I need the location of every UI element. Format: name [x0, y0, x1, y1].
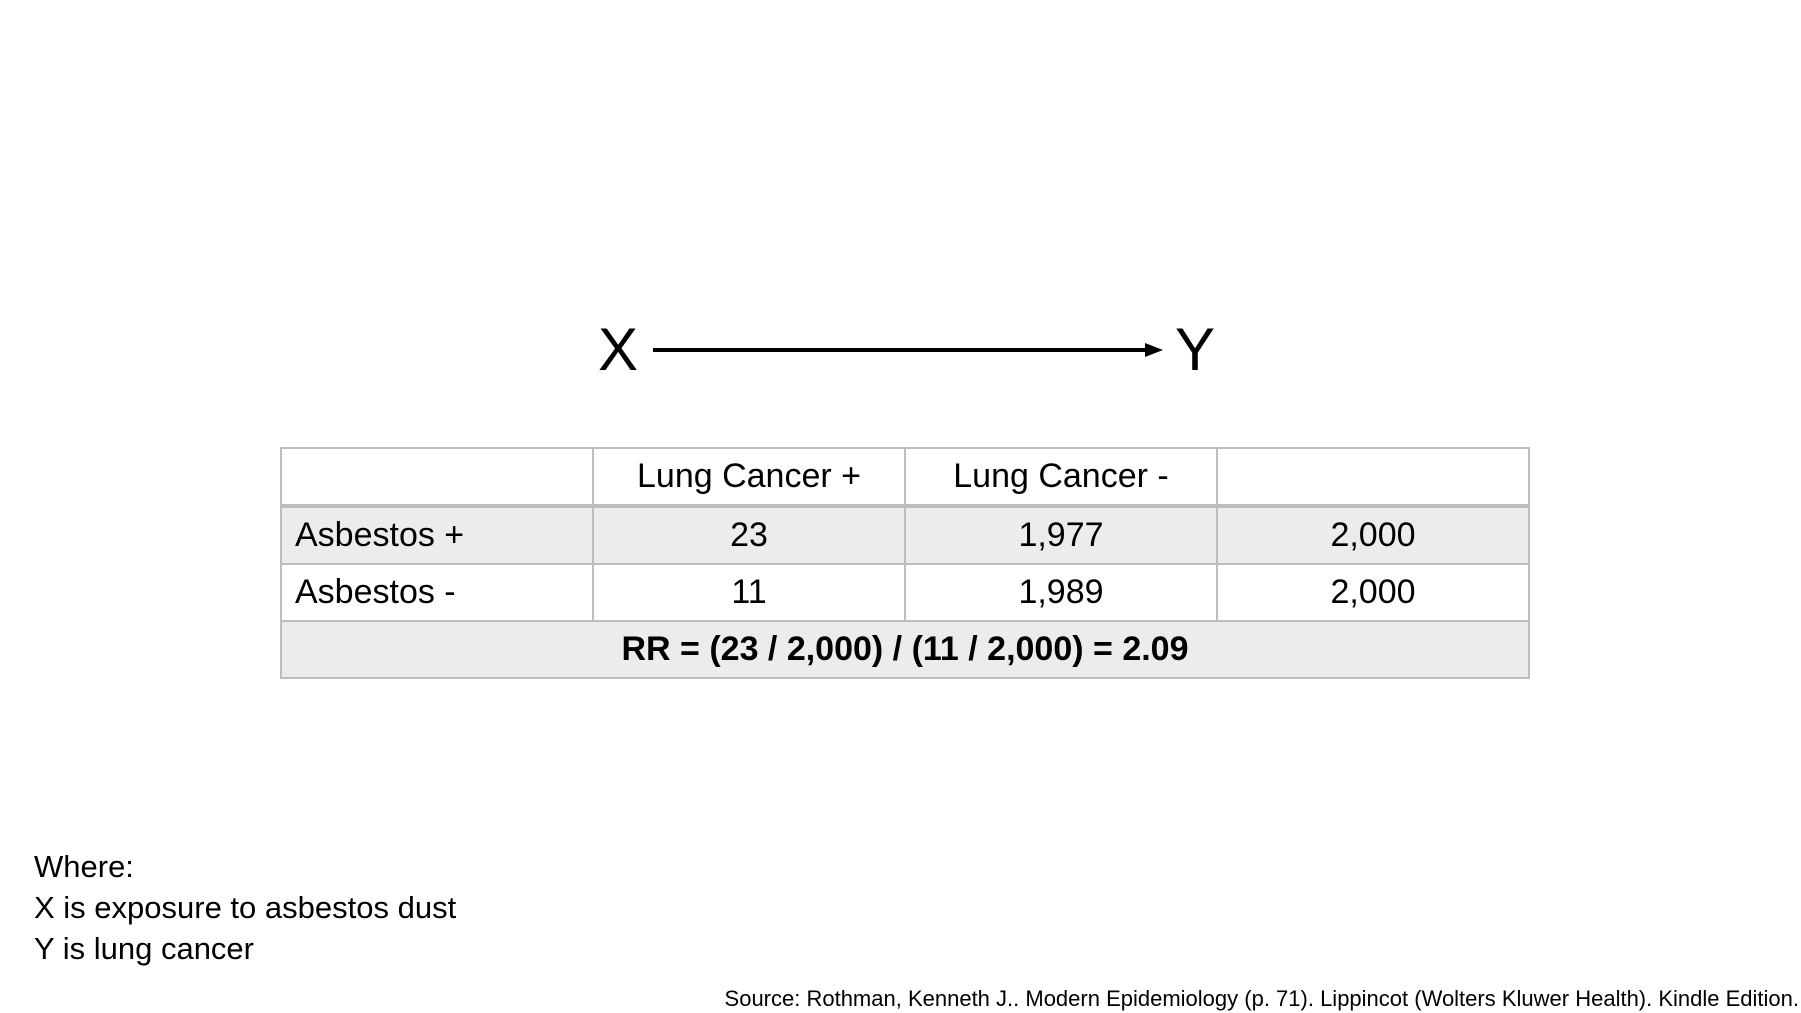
cell-cancer-neg: 1,989 — [904, 563, 1218, 622]
header-cell-cancer-pos: Lung Cancer + — [592, 447, 906, 508]
effect-node-label: Y — [1175, 316, 1216, 383]
note-line-x: X is exposure to asbestos dust — [34, 890, 457, 925]
contingency-table: Lung Cancer + Lung Cancer - Asbestos + 2… — [280, 447, 1530, 679]
table-row-asbestos-pos: Asbestos + 23 1,977 2,000 — [280, 505, 1530, 565]
note-heading: Where: — [34, 849, 134, 884]
cell-total: 2,000 — [1216, 563, 1530, 622]
header-cell-total — [1216, 447, 1530, 508]
definitions-note: Where: X is exposure to asbestos dust Y … — [34, 846, 456, 969]
causal-diagram: X Y — [590, 310, 1230, 390]
cell-total: 2,000 — [1216, 505, 1530, 565]
causal-arrow — [653, 343, 1163, 357]
relative-risk-row: RR = (23 / 2,000) / (11 / 2,000) = 2.09 — [280, 620, 1530, 679]
table-row-asbestos-neg: Asbestos - 11 1,989 2,000 — [280, 563, 1530, 622]
table-header-row: Lung Cancer + Lung Cancer - — [280, 447, 1530, 508]
header-cell-cancer-neg: Lung Cancer - — [904, 447, 1218, 508]
source-citation: Source: Rothman, Kenneth J.. Modern Epid… — [724, 986, 1799, 1011]
note-line-y: Y is lung cancer — [34, 931, 254, 966]
row-label: Asbestos + — [280, 505, 594, 565]
cell-cancer-pos: 11 — [592, 563, 906, 622]
header-cell-empty — [280, 447, 594, 508]
row-label: Asbestos - — [280, 563, 594, 622]
cause-node-label: X — [598, 316, 639, 383]
relative-risk-formula: RR = (23 / 2,000) / (11 / 2,000) = 2.09 — [280, 620, 1530, 679]
cell-cancer-pos: 23 — [592, 505, 906, 565]
cell-cancer-neg: 1,977 — [904, 505, 1218, 565]
